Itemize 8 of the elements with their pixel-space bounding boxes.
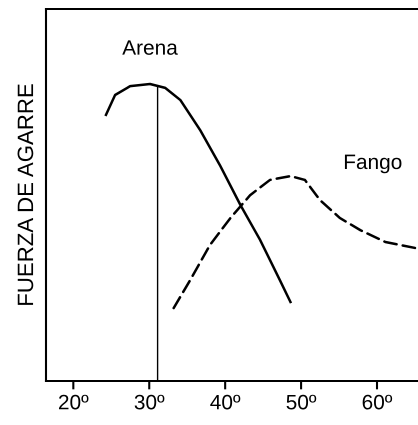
series-label: Arena	[122, 40, 178, 55]
series-label: Fango	[344, 154, 402, 174]
x-tick-label: 60º	[362, 394, 392, 410]
x-tick-label: 30º	[134, 394, 164, 410]
y-axis-title: FUERZA DE AGARRE	[18, 84, 34, 305]
x-tick-label: 20º	[58, 394, 88, 410]
x-tick-label: 40º	[210, 394, 240, 410]
x-tick-label: 50º	[286, 394, 316, 410]
